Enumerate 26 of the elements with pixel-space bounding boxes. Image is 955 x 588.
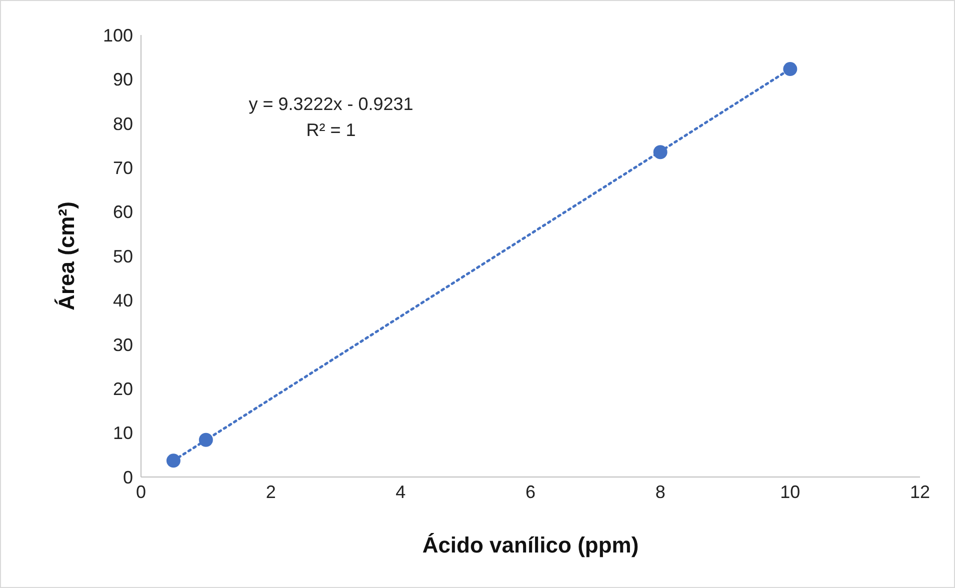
x-tick-label: 6: [525, 482, 536, 502]
x-axis-title: Ácido vanílico (ppm): [422, 532, 639, 558]
x-tick-label: 2: [266, 482, 276, 502]
y-tick-label: 30: [112, 334, 133, 355]
y-tick-label: 40: [112, 290, 133, 311]
y-axis-title: Área (cm²): [54, 202, 79, 310]
y-tick-label: 0: [122, 467, 133, 488]
y-tick-label: 50: [112, 246, 133, 266]
y-tick-label: 70: [112, 158, 133, 178]
y-tick-label: 100: [102, 25, 133, 46]
x-tick-label: 4: [396, 482, 406, 502]
x-tick-label: 0: [136, 482, 146, 502]
point: [198, 432, 213, 447]
point: [783, 62, 798, 76]
x-tick-label: 8: [655, 482, 666, 502]
x-tick-label: 12: [910, 482, 930, 502]
annotation: y = 9.3222x - 0.9231: [248, 93, 414, 116]
y-tick-label: 20: [112, 378, 133, 399]
y-tick-label: 60: [112, 202, 133, 222]
x-tick-label: 10: [780, 482, 800, 502]
annotation: R² = 1: [305, 119, 357, 142]
point: [653, 145, 668, 160]
point: [166, 454, 180, 468]
y-tick-label: 80: [112, 114, 133, 134]
y-tick-label: 10: [112, 423, 133, 444]
y-tick-label: 90: [112, 70, 133, 90]
